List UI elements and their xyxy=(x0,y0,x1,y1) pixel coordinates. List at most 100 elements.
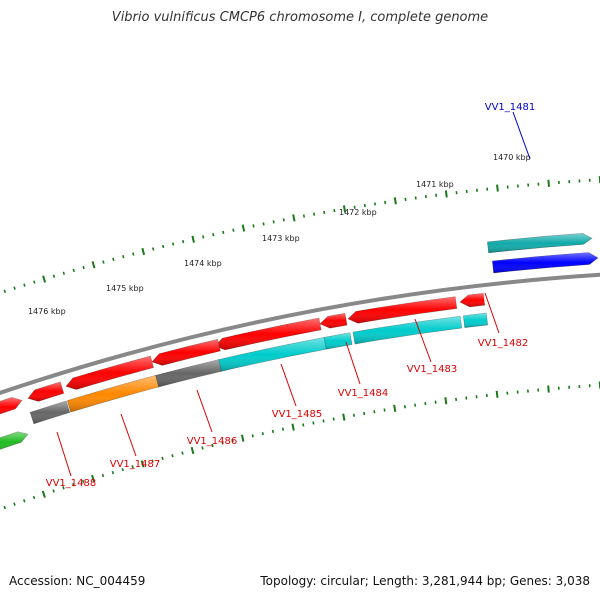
inner-tick-mark xyxy=(444,397,448,405)
outer-tick-mark xyxy=(496,184,499,192)
gene-label[interactable]: VV1_1481 xyxy=(485,102,536,113)
gene-arrow-red xyxy=(0,397,23,415)
gene-arrow xyxy=(352,315,463,345)
inner-tick-mark xyxy=(322,419,325,423)
gene-leader-line xyxy=(512,111,531,160)
inner-tick-mark xyxy=(3,505,6,510)
outer-tick-mark xyxy=(292,214,296,222)
kbp-tick-label: 1470 kbp xyxy=(493,153,531,162)
outer-tick-mark xyxy=(262,222,265,226)
gene-label[interactable]: VV1_1488 xyxy=(46,478,97,489)
outer-tick-mark xyxy=(333,208,336,213)
outer-tick-mark xyxy=(91,261,96,269)
inner-tick-mark xyxy=(261,431,264,436)
kbp-tick-label: 1473 kbp xyxy=(262,234,300,243)
inner-tick-mark xyxy=(312,421,315,425)
gene-arrow-red xyxy=(319,312,348,329)
kbp-tick-label: 1476 kbp xyxy=(28,307,66,316)
gene-arrow xyxy=(29,400,71,425)
outer-tick-mark xyxy=(82,265,85,270)
inner-tick-mark xyxy=(373,410,376,414)
gene-label[interactable]: VV1_1485 xyxy=(272,409,323,420)
outer-tick-mark xyxy=(33,280,36,284)
outer-tick-mark xyxy=(323,210,326,214)
outer-tick-mark xyxy=(222,230,225,235)
outer-tick-mark xyxy=(162,244,165,249)
inner-tick-mark xyxy=(171,454,174,458)
inner-tick-mark xyxy=(281,427,285,431)
outer-tick-mark xyxy=(393,197,397,205)
inner-tick-mark xyxy=(111,470,115,475)
inner-tick-mark xyxy=(302,423,305,427)
outer-tick-mark xyxy=(72,268,75,273)
gene-label[interactable]: VV1_1486 xyxy=(187,436,238,447)
outer-tick-mark xyxy=(13,286,16,290)
outer-tick-mark xyxy=(241,224,246,232)
inner-tick-mark xyxy=(23,499,26,503)
inner-tick-mark xyxy=(101,473,105,478)
gene-arrow xyxy=(155,359,222,388)
gene-label[interactable]: VV1_1484 xyxy=(338,388,389,399)
kbp-tick-label: 1474 kbp xyxy=(184,259,222,268)
gene-arrow-red xyxy=(214,317,322,351)
inner-tick-mark xyxy=(41,490,46,498)
genome-summary-text: Topology: circular; Length: 3,281,944 bp… xyxy=(260,574,590,588)
outer-tick-mark xyxy=(444,190,448,198)
inner-tick-mark xyxy=(161,456,164,461)
outer-tick-mark xyxy=(232,228,235,232)
inner-tick-mark xyxy=(181,451,184,455)
inner-tick-mark xyxy=(131,465,134,469)
outer-tick-mark xyxy=(62,271,66,275)
outer-tick-mark xyxy=(547,179,550,187)
gene-arrow xyxy=(462,312,489,329)
outer-tick-mark xyxy=(23,283,26,287)
kbp-tick-label: 1475 kbp xyxy=(106,284,144,293)
gene-arrow xyxy=(323,332,353,350)
gene-label[interactable]: VV1_1483 xyxy=(407,364,458,375)
inner-tick-mark xyxy=(352,413,356,417)
inner-tick-mark xyxy=(291,423,295,431)
outer-tick-mark xyxy=(132,252,135,256)
gene-label[interactable]: VV1_1482 xyxy=(478,338,529,349)
gene-leader-line xyxy=(414,318,432,363)
gene-arrow-red xyxy=(459,292,486,308)
inner-tick-mark xyxy=(495,390,499,398)
outer-tick-mark xyxy=(141,247,146,256)
inner-tick-mark xyxy=(363,411,366,416)
outer-tick-mark xyxy=(122,255,125,259)
inner-tick-mark xyxy=(342,413,346,421)
chromosome-backbone xyxy=(0,272,600,396)
outer-tick-mark xyxy=(172,242,175,246)
inner-tick-mark xyxy=(271,429,275,434)
outer-tick-mark xyxy=(52,274,56,278)
inner-tick-mark xyxy=(240,434,245,442)
outer-tick-mark xyxy=(313,212,316,216)
outer-tick-mark xyxy=(342,205,347,213)
inner-tick-mark xyxy=(393,404,397,412)
inner-tick-mark xyxy=(91,474,96,483)
outer-tick-mark xyxy=(282,218,285,222)
gene-arrow-red xyxy=(65,355,154,390)
inner-tick-mark xyxy=(121,467,124,472)
gene-leader-line xyxy=(196,389,213,433)
gene-label[interactable]: VV1_1487 xyxy=(110,459,161,470)
gene-leader-line xyxy=(56,431,72,477)
gene-arrow-red xyxy=(347,296,458,324)
gene-arrow xyxy=(217,337,327,372)
outer-tick-mark xyxy=(272,220,275,224)
inner-tick-mark xyxy=(62,486,65,490)
inner-tick-mark xyxy=(72,482,75,487)
inner-tick-mark xyxy=(211,443,214,448)
kbp-tick-label: 1471 kbp xyxy=(416,180,454,189)
inner-tick-mark xyxy=(151,459,154,463)
inner-tick-mark xyxy=(190,446,195,455)
gene-leader-line xyxy=(120,413,137,457)
inner-tick-mark xyxy=(251,434,254,438)
inner-tick-mark xyxy=(32,495,36,500)
inner-tick-mark xyxy=(332,417,335,421)
inner-tick-mark xyxy=(140,460,145,468)
outer-tick-mark xyxy=(212,233,215,237)
gene-leader-line xyxy=(280,363,297,407)
